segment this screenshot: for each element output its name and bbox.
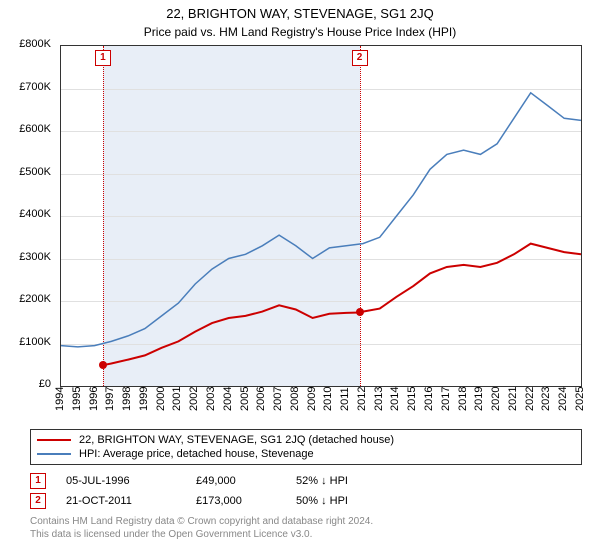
chart-title: 22, BRIGHTON WAY, STEVENAGE, SG1 2JQ bbox=[0, 0, 600, 21]
legend-label: HPI: Average price, detached house, Stev… bbox=[79, 448, 314, 460]
chart-subtitle: Price paid vs. HM Land Registry's House … bbox=[0, 21, 600, 45]
chart-plot-area: 12 bbox=[60, 45, 582, 387]
table-row: 2 21-OCT-2011 £173,000 50% ↓ HPI bbox=[30, 491, 582, 511]
legend-swatch-icon bbox=[37, 439, 71, 441]
attribution-line: This data is licensed under the Open Gov… bbox=[30, 528, 582, 541]
legend-swatch-icon bbox=[37, 453, 71, 455]
transaction-date: 21-OCT-2011 bbox=[66, 495, 196, 507]
transaction-marker-icon: 1 bbox=[30, 473, 46, 489]
transaction-marker-icon: 2 bbox=[30, 493, 46, 509]
attribution-line: Contains HM Land Registry data © Crown c… bbox=[30, 515, 582, 528]
transactions-table: 1 05-JUL-1996 £49,000 52% ↓ HPI 2 21-OCT… bbox=[30, 471, 582, 511]
table-row: 1 05-JUL-1996 £49,000 52% ↓ HPI bbox=[30, 471, 582, 491]
legend-item: 22, BRIGHTON WAY, STEVENAGE, SG1 2JQ (de… bbox=[37, 433, 575, 447]
transaction-price: £173,000 bbox=[196, 495, 296, 507]
transaction-price: £49,000 bbox=[196, 475, 296, 487]
attribution-text: Contains HM Land Registry data © Crown c… bbox=[30, 515, 582, 541]
legend-label: 22, BRIGHTON WAY, STEVENAGE, SG1 2JQ (de… bbox=[79, 434, 394, 446]
y-axis-labels: £0£100K£200K£300K£400K£500K£600K£700K£80… bbox=[0, 44, 55, 386]
chart-legend: 22, BRIGHTON WAY, STEVENAGE, SG1 2JQ (de… bbox=[30, 429, 582, 465]
x-axis-labels: 1994199519961997199819992000200120022003… bbox=[60, 387, 582, 427]
transaction-pct: 50% ↓ HPI bbox=[296, 495, 416, 507]
transaction-date: 05-JUL-1996 bbox=[66, 475, 196, 487]
transaction-pct: 52% ↓ HPI bbox=[296, 475, 416, 487]
legend-item: HPI: Average price, detached house, Stev… bbox=[37, 447, 575, 461]
